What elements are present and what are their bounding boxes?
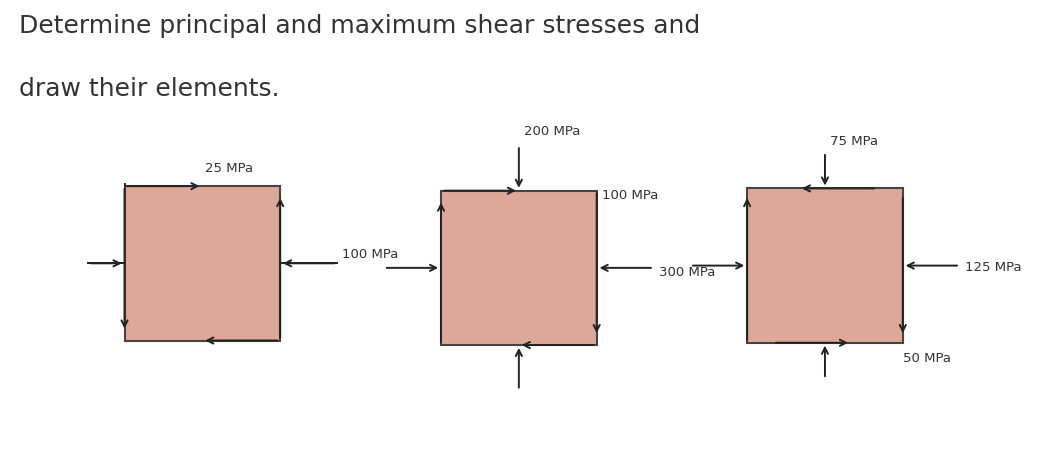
- Text: 50 MPa: 50 MPa: [903, 352, 951, 365]
- Text: 300 MPa: 300 MPa: [659, 266, 715, 279]
- Bar: [747, 188, 903, 343]
- Text: 100 MPa: 100 MPa: [343, 248, 399, 261]
- Text: draw their elements.: draw their elements.: [19, 77, 279, 101]
- Text: 25 MPa: 25 MPa: [206, 162, 253, 175]
- Text: 200 MPa: 200 MPa: [524, 125, 580, 138]
- Text: Determine principal and maximum shear stresses and: Determine principal and maximum shear st…: [19, 14, 700, 38]
- Text: 125 MPa: 125 MPa: [965, 262, 1021, 274]
- Bar: [441, 191, 597, 345]
- Text: 100 MPa: 100 MPa: [602, 189, 658, 202]
- Text: 75 MPa: 75 MPa: [830, 134, 878, 148]
- Bar: [125, 186, 280, 340]
